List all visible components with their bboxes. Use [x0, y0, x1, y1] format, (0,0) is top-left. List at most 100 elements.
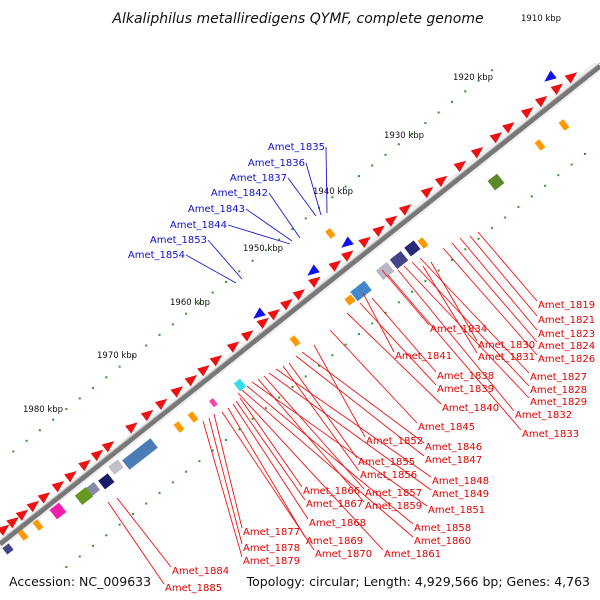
- inner-gene-label: Amet_1848: [432, 476, 489, 487]
- feature-box: [344, 294, 356, 306]
- feature-box: [417, 237, 429, 249]
- forward-gene-arrow: [470, 147, 484, 159]
- reverse-gene-arrow: [307, 264, 320, 276]
- kbp-scale: 1910 kbp 1920 kbp 1930 kbp 1940 kbp 1950…: [23, 14, 561, 415]
- forward-gene-arrow: [358, 236, 371, 249]
- leader-line: [257, 378, 365, 503]
- map-title: Alkaliphilus metalliredigens QYMF, compl…: [111, 11, 483, 27]
- forward-gene-arrow: [6, 517, 19, 529]
- leader-line: [107, 501, 165, 585]
- leader-line: [325, 146, 328, 214]
- inner-gene-label: Amet_1884: [172, 566, 229, 577]
- kbp-label-1940: 1940 kbp: [313, 187, 353, 197]
- leader-line: [403, 265, 530, 399]
- tick-mark: [278, 396, 281, 399]
- forward-gene-arrow: [140, 409, 154, 422]
- leader-line: [263, 375, 365, 490]
- leader-line: [430, 261, 478, 342]
- kbp-label-1920: 1920 kbp: [453, 73, 493, 83]
- tick-mark: [158, 491, 161, 494]
- feature-box: [389, 250, 409, 270]
- inner-label-leaders: [107, 231, 538, 585]
- leader-line: [239, 397, 303, 488]
- tick-mark: [344, 343, 347, 346]
- tick-mark: [171, 323, 174, 326]
- inner-gene-label: Amet_1866: [303, 486, 360, 497]
- tick-mark: [118, 365, 121, 368]
- leader-line: [442, 247, 538, 356]
- tick-mark: [238, 270, 241, 273]
- kbp-label-1960: 1960 kbp: [170, 298, 210, 308]
- forward-gene-arrow: [209, 355, 223, 367]
- forward-gene-arrow: [0, 524, 10, 536]
- forward-gene-arrow: [453, 160, 467, 173]
- forward-gene-arrow: [279, 299, 293, 311]
- leader-line: [288, 362, 358, 459]
- leader-line: [227, 407, 306, 538]
- outer-gene-label: Amet_1837: [230, 173, 287, 184]
- leader-line: [207, 239, 243, 280]
- leader-line: [241, 389, 414, 538]
- leader-line: [459, 237, 538, 331]
- forward-gene-arrow: [550, 83, 564, 95]
- inner-gene-label: Amet_1823: [538, 329, 595, 340]
- leader-line: [116, 497, 172, 568]
- inner-gene-label: Amet_1868: [309, 518, 366, 529]
- tick-mark: [304, 217, 307, 220]
- inner-gene-label: Amet_1859: [365, 501, 422, 512]
- leader-line: [235, 400, 306, 501]
- tick-mark: [198, 460, 201, 463]
- inner-gene-label: Amet_1829: [530, 397, 587, 408]
- feature-box: [404, 240, 421, 257]
- forward-gene-arrow: [372, 225, 385, 237]
- inner-gene-label: Amet_1841: [395, 351, 452, 362]
- leader-line: [419, 257, 530, 374]
- tick-mark: [185, 470, 188, 473]
- forward-gene-arrow: [267, 309, 281, 321]
- tick-mark: [278, 238, 281, 241]
- tick-mark: [331, 196, 334, 199]
- forward-gene-arrow: [434, 175, 448, 188]
- leader-line: [451, 242, 538, 343]
- feature-box: [108, 459, 124, 475]
- feature-box: [98, 473, 115, 490]
- tick-mark: [477, 79, 480, 82]
- forward-gene-arrow: [340, 250, 354, 262]
- tick-mark: [411, 290, 414, 293]
- tick-mark: [291, 227, 294, 230]
- forward-gene-arrow: [90, 449, 104, 462]
- forward-gene-arrow: [240, 330, 254, 342]
- inner-gene-label: Amet_1852: [366, 436, 423, 447]
- feature-box: [173, 421, 185, 433]
- topology-text: Topology: circular; Length: 4,929,566 bp…: [246, 574, 590, 589]
- forward-gene-arrow: [226, 341, 240, 353]
- forward-gene-arrow: [328, 260, 342, 272]
- inner-gene-label: Amet_1879: [243, 556, 300, 567]
- forward-gene-arrow: [51, 481, 65, 493]
- tick-mark: [251, 417, 254, 420]
- tick-mark: [384, 153, 387, 156]
- outer-gene-label: Amet_1835: [268, 142, 325, 153]
- tick-mark: [583, 152, 586, 155]
- tick-mark: [185, 312, 188, 315]
- feature-box: [350, 280, 372, 302]
- forward-gene-arrow: [26, 500, 40, 513]
- feature-box: [74, 486, 94, 506]
- kbp-label-1930: 1930 kbp: [384, 131, 424, 141]
- feature-box: [49, 502, 67, 520]
- forward-gene-arrow: [398, 204, 412, 216]
- kbp-label-1970: 1970 kbp: [97, 351, 137, 361]
- reverse-gene-arrow: [341, 236, 354, 248]
- forward-gene-arrow: [534, 95, 548, 108]
- leader-line: [282, 365, 360, 472]
- leader-line: [477, 231, 538, 302]
- tick-mark: [450, 258, 453, 261]
- tick-mark: [450, 100, 453, 103]
- leader-line: [213, 413, 243, 529]
- reverse-gene-arrow: [544, 70, 557, 82]
- inner-gene-label: Amet_1878: [243, 543, 300, 554]
- outer-gene-label: Amet_1854: [128, 250, 185, 261]
- forward-gene-arrow: [384, 215, 398, 227]
- inner-gene-label: Amet_1845: [418, 422, 475, 433]
- tick-mark: [291, 385, 294, 388]
